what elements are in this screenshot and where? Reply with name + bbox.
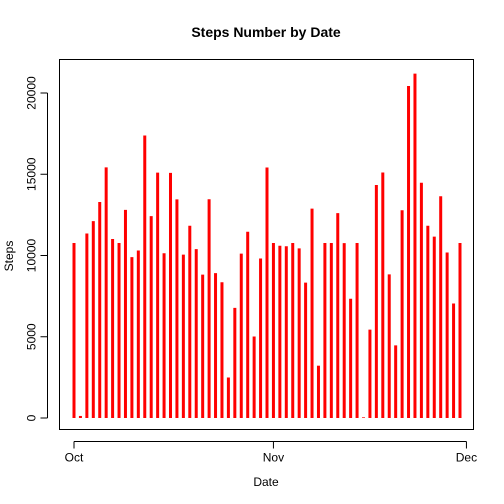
plot-frame	[59, 59, 474, 430]
y-tick-label: 0	[25, 414, 39, 421]
chart-title: Steps Number by Date	[191, 24, 341, 40]
y-tick-label: 10000	[25, 238, 39, 272]
bar-series	[72, 73, 462, 418]
x-axis: Oct Nov Dec	[65, 441, 477, 465]
y-axis: 0 5000 10000 15000 20000	[25, 76, 48, 421]
x-tick-label: Nov	[263, 451, 284, 465]
y-tick-label: 20000	[25, 76, 39, 110]
x-tick-label: Oct	[65, 451, 84, 465]
x-axis-label: Date	[253, 475, 279, 489]
x-tick-label: Dec	[456, 451, 477, 465]
y-axis-label: Steps	[2, 241, 16, 272]
y-tick-label: 15000	[25, 157, 39, 191]
y-tick-label: 5000	[25, 323, 39, 350]
